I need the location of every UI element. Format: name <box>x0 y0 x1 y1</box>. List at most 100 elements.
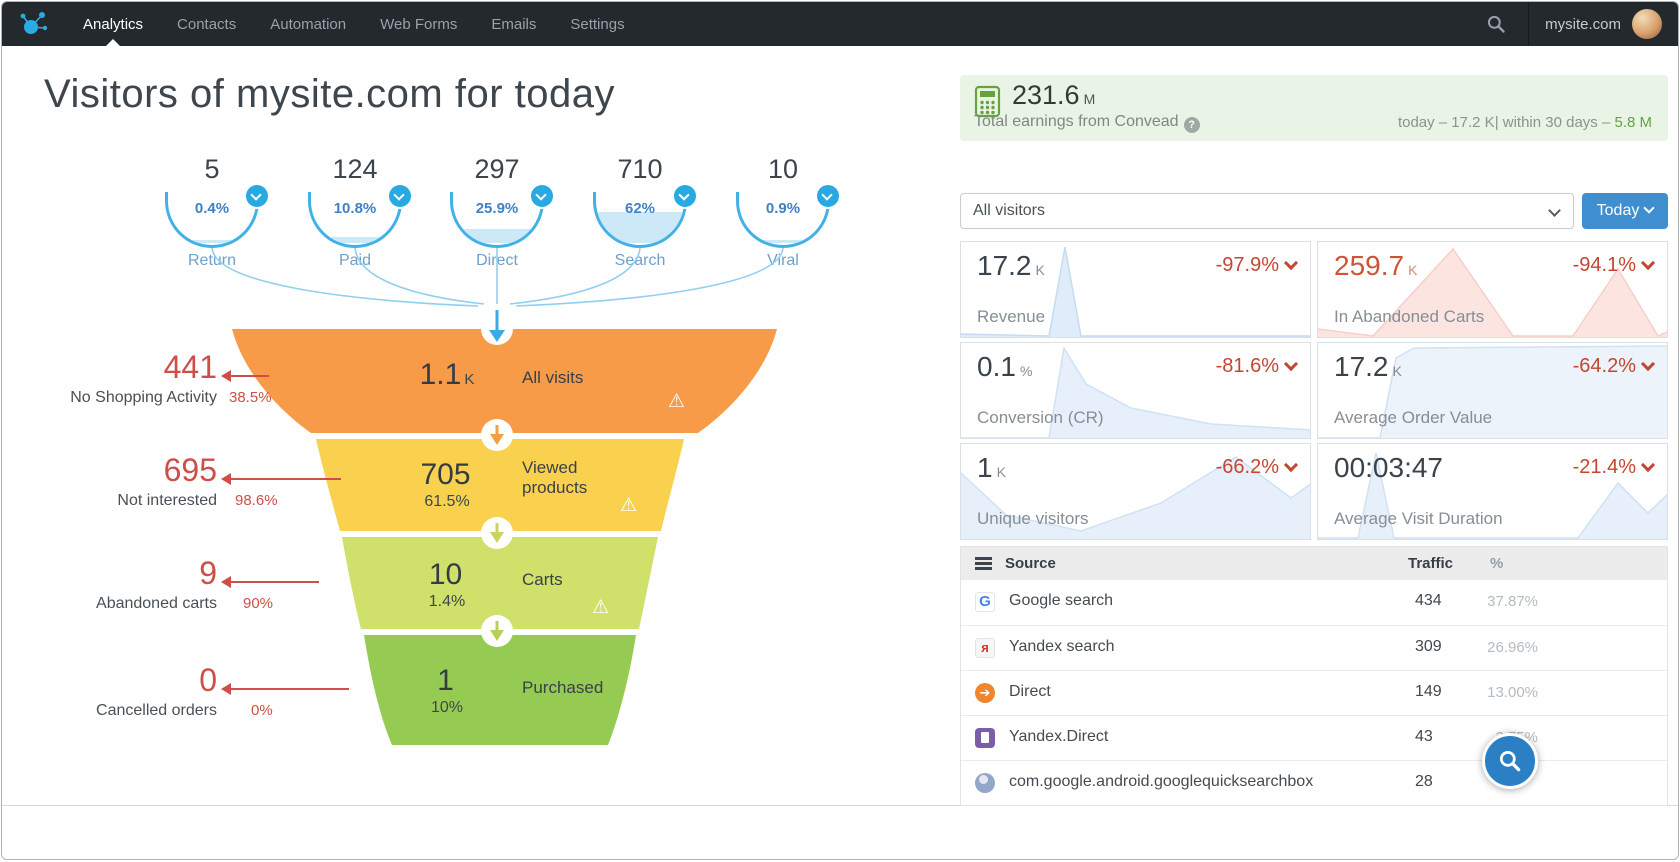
chevron-down-icon[interactable] <box>817 185 839 207</box>
source-percent: 25.9% <box>475 200 519 217</box>
source-connector-lines <box>211 247 784 307</box>
source-bowl: 0.4% <box>165 185 268 248</box>
exit-arrow-icon <box>221 683 349 695</box>
chevron-down-icon[interactable] <box>674 185 696 207</box>
source-label: Search <box>614 252 666 269</box>
nav-item-automation[interactable]: Automation <box>253 2 363 46</box>
search-icon <box>1499 750 1521 772</box>
floating-search-button[interactable] <box>1482 733 1538 789</box>
exit-no-shopping: 441 No Shopping Activity <box>22 349 217 407</box>
stage-number: 1 <box>437 664 454 697</box>
source-traffic: 309 <box>1415 638 1442 655</box>
stat-change[interactable]: -66.2% <box>1215 456 1299 479</box>
stat-change[interactable]: -94.1% <box>1572 254 1656 277</box>
stage-label-purchased: Purchased <box>522 678 604 697</box>
nav-item-web-forms[interactable]: Web Forms <box>363 2 474 46</box>
nav-label: Analytics <box>83 15 144 33</box>
traffic-sources-table: Source Traffic % Google search 434 37.87… <box>960 546 1668 806</box>
source-direct: 297 25.9% Direct <box>432 154 562 270</box>
avatar[interactable] <box>1632 9 1662 39</box>
exit-arrow-icon <box>221 473 341 485</box>
stat-label: In Abandoned Carts <box>1334 307 1485 326</box>
warning-icon[interactable] <box>620 496 637 515</box>
chevron-down-icon[interactable] <box>389 185 411 207</box>
funnel-chart[interactable] <box>2 309 947 769</box>
nav-label: Web Forms <box>380 15 458 33</box>
convead-logo-icon[interactable] <box>2 2 66 46</box>
exit-label: No Shopping Activity <box>70 388 217 406</box>
stat-value: 259.7 <box>1334 250 1405 281</box>
source-bowl: 10.8% <box>308 185 411 248</box>
sparkline <box>1318 452 1667 539</box>
stat-suffix: K <box>1392 363 1402 379</box>
warning-icon[interactable] <box>668 392 685 411</box>
change-value: -94.1% <box>1572 254 1636 276</box>
chevron-down-icon[interactable] <box>531 185 553 207</box>
stat-value: 0.1 <box>977 351 1016 382</box>
segment-selected-value: All visitors <box>973 202 1046 219</box>
col-header-percent: % <box>1490 555 1504 572</box>
exit-arrow-icon <box>221 576 319 588</box>
sparkline <box>961 456 1310 539</box>
exit-cancelled-orders: 0 Cancelled orders <box>22 663 217 720</box>
earnings-separator: | within 30 days – <box>1494 114 1615 131</box>
table-row[interactable]: Direct 149 13.00% <box>961 670 1667 715</box>
list-icon <box>975 557 992 570</box>
stat-value: 00:03:47 <box>1334 452 1443 483</box>
calculator-icon <box>974 85 1002 124</box>
chevron-down-icon <box>1643 202 1656 214</box>
visitors-segment-select[interactable]: All visitors <box>960 193 1574 229</box>
source-return: 5 0.4% Return <box>147 154 277 270</box>
source-label: Viral <box>767 252 799 269</box>
stat-suffix: % <box>1019 363 1033 379</box>
chevron-down-icon <box>1640 255 1656 271</box>
earnings-period-summary: today – 17.2 K| within 30 days – 5.8 M <box>1398 114 1652 131</box>
change-value: -66.2% <box>1215 456 1279 478</box>
stat-card-revenue: 17.2 K -97.9% Revenue <box>960 241 1311 338</box>
sparkline <box>961 246 1310 337</box>
stage-label-all-visits: All visits <box>522 368 584 387</box>
nav-item-settings[interactable]: Settings <box>553 2 641 46</box>
change-value: -81.6% <box>1215 355 1279 377</box>
funnel-stage-purchased <box>364 635 636 745</box>
main-menu: Analytics Contacts Automation Web Forms … <box>66 2 642 46</box>
stat-card-conversion: 0.1% -81.6% Conversion (CR) <box>960 342 1311 439</box>
stat-change[interactable]: -97.9% <box>1216 254 1299 277</box>
search-icon[interactable] <box>1464 14 1528 34</box>
help-icon[interactable] <box>1183 117 1200 133</box>
stat-label: Conversion (CR) <box>977 408 1104 427</box>
source-percent: 0.9% <box>765 200 801 217</box>
warning-icon[interactable] <box>592 598 609 617</box>
exit-label: Cancelled orders <box>96 701 217 719</box>
account-switcher[interactable]: mysite.com <box>1528 2 1678 46</box>
chevron-down-icon <box>1640 356 1656 372</box>
exit-value: 441 <box>163 349 217 385</box>
table-row[interactable]: Google search 434 37.87% <box>961 580 1667 625</box>
stage-number: 10 <box>428 558 463 591</box>
nav-item-contacts[interactable]: Contacts <box>160 2 253 46</box>
nav-item-emails[interactable]: Emails <box>474 2 553 46</box>
source-traffic: 43 <box>1415 728 1433 745</box>
source-percent: 13.00% <box>1487 684 1538 701</box>
nav-right: mysite.com <box>1464 2 1678 46</box>
nav-item-analytics[interactable]: Analytics <box>66 2 160 46</box>
table-row[interactable]: Yandex search 309 26.96% <box>961 625 1667 670</box>
top-nav: Analytics Contacts Automation Web Forms … <box>2 2 1678 46</box>
stat-card-avg-visit-duration: 00:03:47 -21.4% Average Visit Duration <box>1317 443 1668 540</box>
direct-icon <box>975 683 995 703</box>
stat-change[interactable]: -64.2% <box>1573 355 1656 378</box>
sparkline <box>1318 345 1667 438</box>
exit-arrow-icon <box>221 370 269 382</box>
stage-percent: 1.4% <box>428 593 466 610</box>
source-percent: 62% <box>624 200 656 217</box>
table-row[interactable]: com.google.android.googlequicksearchbox … <box>961 760 1667 805</box>
stage-value-viewed: 705 61.5% <box>387 458 507 511</box>
stat-change[interactable]: -81.6% <box>1215 355 1299 378</box>
period-today-button[interactable]: Today <box>1582 193 1668 229</box>
stat-change[interactable]: -21.4% <box>1573 456 1656 479</box>
nav-label: Automation <box>270 15 347 33</box>
table-row[interactable]: Yandex.Direct 43 3.75% <box>961 715 1667 760</box>
chevron-down-icon[interactable] <box>246 185 268 207</box>
stat-value: 1 <box>977 452 993 483</box>
